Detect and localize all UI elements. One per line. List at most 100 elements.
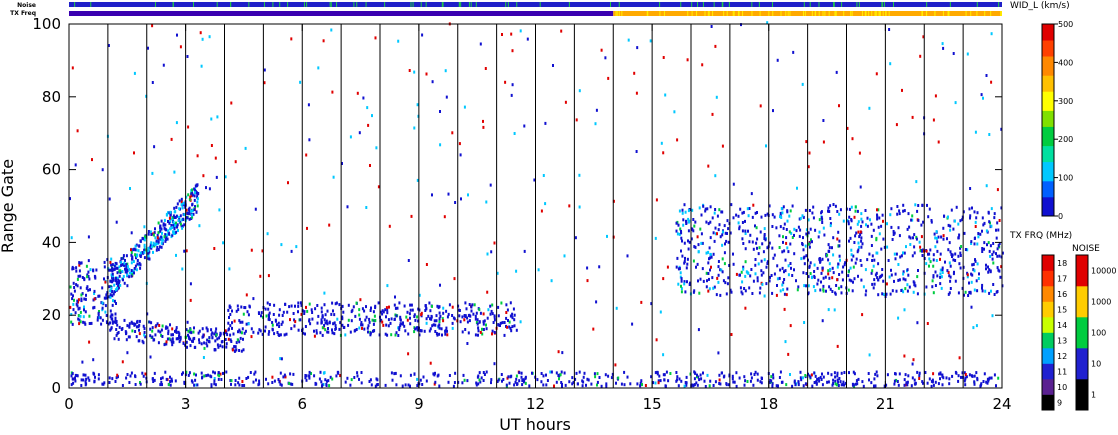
echo-cell: [89, 288, 91, 292]
echo-cell: [821, 217, 824, 221]
echo-cell: [177, 229, 179, 232]
echo-cell: [799, 376, 802, 380]
echo-cell: [639, 384, 642, 388]
echo-cell: [511, 325, 514, 329]
echo-cell: [754, 258, 757, 261]
echo-cell: [861, 380, 864, 384]
echo-cell: [808, 209, 811, 212]
echo-cell: [482, 312, 485, 316]
echo-cell: [85, 377, 88, 381]
echo-cell: [416, 103, 419, 107]
echo-cell: [398, 301, 401, 305]
echo-cell: [981, 289, 984, 293]
echo-cell: [685, 219, 687, 223]
echo-cell: [451, 326, 454, 330]
echo-cell: [109, 293, 112, 297]
echo-cell: [199, 31, 202, 35]
echo-cell: [147, 251, 150, 255]
echo-cell: [174, 224, 177, 228]
echo-cell: [139, 382, 142, 386]
echo-cell: [88, 314, 91, 318]
echo-cell: [876, 213, 878, 217]
colorbar-swatch: [1042, 113, 1054, 118]
echo-cell: [304, 374, 307, 377]
echo-cell: [768, 204, 771, 208]
echo-cell: [983, 221, 986, 225]
echo-cell: [453, 381, 456, 384]
echo-cell: [244, 146, 247, 150]
echo-cell: [890, 273, 893, 277]
echo-cell: [875, 370, 878, 374]
echo-cell: [103, 296, 106, 300]
echo-cell: [441, 333, 443, 337]
echo-cell: [191, 193, 194, 197]
echo-cell: [476, 322, 479, 326]
echo-cell: [386, 284, 389, 288]
echo-cell: [202, 174, 205, 178]
tx-freq-tick: [984, 11, 986, 16]
echo-cell: [374, 36, 377, 40]
echo-cell: [231, 348, 234, 352]
echo-cell: [650, 375, 653, 379]
echo-cell: [738, 227, 741, 231]
echo-cell: [802, 248, 805, 252]
echo-cell: [508, 381, 511, 385]
echo-cell: [271, 375, 274, 379]
colorbar-swatch: [1042, 104, 1054, 108]
tx-freq-tick: [868, 11, 870, 16]
echo-cell: [419, 378, 422, 382]
echo-cell: [111, 377, 114, 381]
colorbar-swatch: [1042, 164, 1054, 169]
echo-cell: [305, 378, 308, 382]
echo-cell: [759, 380, 762, 384]
echo-cell: [820, 271, 823, 275]
echo-cell: [172, 231, 175, 235]
echo-cell: [857, 230, 860, 234]
echo-cell: [959, 266, 962, 270]
colorbar-swatch: [1042, 171, 1054, 175]
echo-cell: [731, 374, 734, 378]
noise-tick-label: 10000: [1091, 267, 1116, 276]
echo-cell: [939, 257, 941, 261]
echo-cell: [727, 240, 730, 244]
echo-cell: [596, 380, 599, 384]
echo-cell: [654, 381, 657, 385]
echo-cell: [369, 164, 371, 167]
echo-cell: [894, 272, 897, 276]
echo-cell: [196, 192, 199, 196]
echo-cell: [305, 305, 307, 309]
echo-cell: [196, 200, 199, 204]
echo-cell: [268, 311, 271, 315]
echo-cell: [482, 379, 485, 382]
echo-cell: [160, 245, 163, 249]
echo-cell: [323, 324, 326, 327]
echo-cell: [209, 374, 212, 378]
echo-cell: [938, 372, 941, 376]
echo-cell: [700, 377, 703, 381]
echo-cell: [790, 231, 793, 235]
echo-cell: [324, 378, 327, 382]
echo-cell: [132, 269, 135, 273]
echo-cell: [108, 285, 111, 289]
tx-freq-tick: [723, 11, 725, 16]
echo-cell: [776, 58, 779, 62]
echo-cell: [687, 217, 690, 221]
echo-cell: [783, 278, 786, 281]
echo-cell: [193, 194, 196, 198]
echo-cell: [778, 276, 781, 280]
echo-cell: [466, 316, 469, 320]
echo-cell: [134, 264, 137, 268]
echo-cell: [130, 251, 133, 254]
echo-cell: [999, 275, 1002, 279]
echo-cell: [188, 371, 191, 375]
echo-cell: [697, 279, 699, 283]
echo-cell: [804, 208, 807, 212]
echo-cell: [752, 247, 755, 251]
echo-cell: [391, 378, 394, 382]
echo-cell: [839, 208, 842, 212]
echo-cell: [807, 242, 810, 246]
freq-tick-label: 9: [1057, 398, 1062, 407]
echo-cell: [486, 290, 489, 294]
echo-cell: [407, 352, 410, 356]
